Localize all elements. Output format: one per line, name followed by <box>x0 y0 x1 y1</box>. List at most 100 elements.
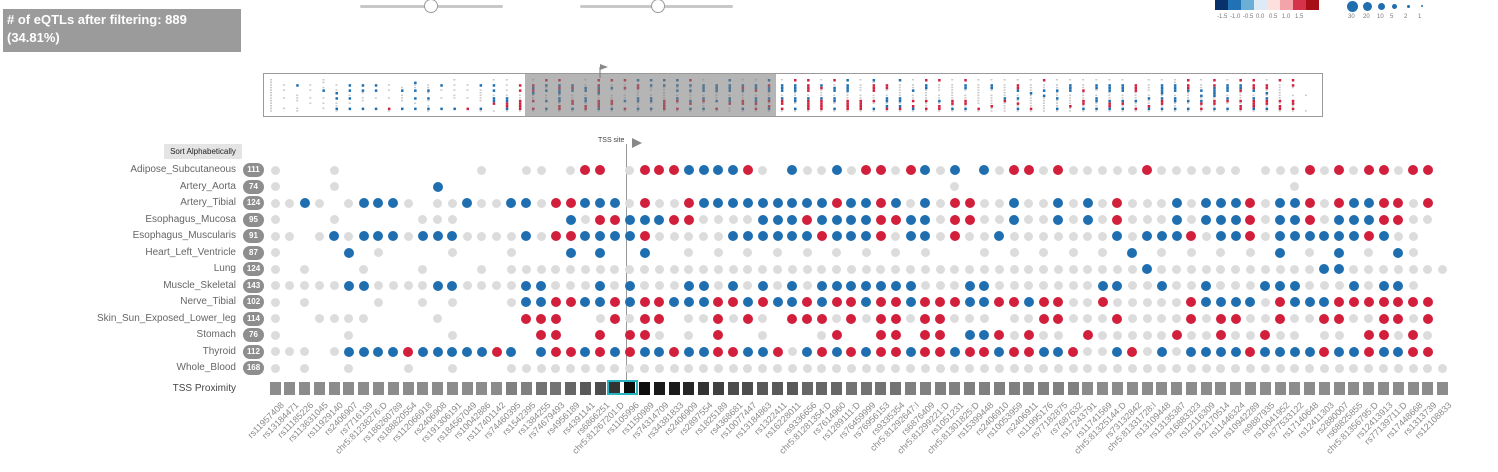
eqtl-dot[interactable] <box>1038 346 1049 357</box>
eqtl-dot[interactable] <box>1260 330 1271 340</box>
eqtl-dot[interactable] <box>1215 313 1226 324</box>
eqtl-dot[interactable] <box>1423 215 1433 224</box>
eqtl-dot[interactable] <box>1142 231 1153 241</box>
eqtl-dot[interactable] <box>1231 281 1241 290</box>
eqtl-dot[interactable] <box>935 215 945 224</box>
eqtl-dot[interactable] <box>506 346 517 357</box>
eqtl-dot[interactable] <box>758 330 768 340</box>
eqtl-dot[interactable] <box>787 231 798 241</box>
eqtl-dot[interactable] <box>787 363 797 373</box>
eqtl-dot[interactable] <box>1215 330 1226 340</box>
eqtl-dot[interactable] <box>994 264 1004 274</box>
tss-proximity-cell[interactable] <box>1141 382 1153 395</box>
eqtl-dot[interactable] <box>950 363 960 373</box>
eqtl-dot[interactable] <box>1378 214 1389 225</box>
eqtl-dot[interactable] <box>536 363 546 373</box>
eqtl-dot[interactable] <box>1157 198 1167 208</box>
eqtl-dot[interactable] <box>1023 346 1034 357</box>
eqtl-dot[interactable] <box>935 281 945 290</box>
eqtl-dot[interactable] <box>1216 165 1226 175</box>
eqtl-dot[interactable] <box>654 231 664 241</box>
tissue-label[interactable]: Nerve_Tibial <box>180 296 236 307</box>
eqtl-dot[interactable] <box>1334 214 1345 225</box>
eqtl-dot[interactable] <box>595 346 606 357</box>
eqtl-dot[interactable] <box>787 347 797 356</box>
eqtl-dot[interactable] <box>994 215 1004 224</box>
eqtl-dot[interactable] <box>890 297 901 307</box>
eqtl-dot[interactable] <box>1068 264 1078 274</box>
eqtl-dot[interactable] <box>802 281 812 290</box>
eqtl-dot[interactable] <box>654 313 665 324</box>
tss-proximity-cell[interactable] <box>860 382 872 395</box>
eqtl-dot[interactable] <box>1289 214 1300 225</box>
eqtl-dot[interactable] <box>1230 297 1241 307</box>
eqtl-dot[interactable] <box>875 280 886 291</box>
eqtl-dot[interactable] <box>477 231 487 241</box>
eqtl-dot[interactable] <box>1127 165 1137 175</box>
eqtl-dot[interactable] <box>757 297 768 307</box>
eqtl-dot[interactable] <box>1009 363 1019 373</box>
eqtl-dot[interactable] <box>1304 346 1315 357</box>
eqtl-dot[interactable] <box>329 182 339 191</box>
eqtl-dot[interactable] <box>329 165 339 175</box>
eqtl-dot[interactable] <box>639 247 650 258</box>
eqtl-dot[interactable] <box>1379 363 1388 373</box>
eqtl-dot[interactable] <box>891 363 901 373</box>
eqtl-dot[interactable] <box>950 264 960 274</box>
tss-proximity-cell[interactable] <box>772 382 784 395</box>
eqtl-dot[interactable] <box>1157 314 1167 323</box>
eqtl-dot[interactable] <box>358 198 369 208</box>
eqtl-dot[interactable] <box>683 198 694 208</box>
eqtl-dot[interactable] <box>1245 314 1255 323</box>
eqtl-dot[interactable] <box>875 330 886 340</box>
tss-proximity-cell[interactable] <box>1038 382 1050 395</box>
tss-proximity-cell[interactable] <box>1274 382 1286 395</box>
eqtl-dot[interactable] <box>1053 214 1064 225</box>
tissue-label[interactable]: Artery_Aorta <box>179 180 236 192</box>
eqtl-dot[interactable] <box>1334 330 1344 340</box>
eqtl-dot[interactable] <box>1083 281 1093 290</box>
tss-proximity-cell[interactable] <box>594 382 606 395</box>
eqtl-dot[interactable] <box>565 198 576 208</box>
eqtl-dot[interactable] <box>1053 363 1063 373</box>
eqtl-dot[interactable] <box>773 264 783 274</box>
eqtl-dot[interactable] <box>1393 330 1403 340</box>
eqtl-dot[interactable] <box>1039 198 1049 208</box>
eqtl-dot[interactable] <box>1275 231 1286 241</box>
eqtl-dot[interactable] <box>773 281 783 290</box>
eqtl-dot[interactable] <box>1378 346 1389 357</box>
eqtl-dot[interactable] <box>1068 363 1078 373</box>
eqtl-dot[interactable] <box>1068 346 1079 357</box>
eqtl-dot[interactable] <box>861 264 871 274</box>
tss-proximity-cell[interactable] <box>934 382 946 395</box>
eqtl-dot[interactable] <box>772 346 783 357</box>
eqtl-dot[interactable] <box>802 313 813 324</box>
eqtl-dot[interactable] <box>920 231 931 241</box>
eqtl-dot[interactable] <box>492 231 502 241</box>
eqtl-dot[interactable] <box>1053 297 1064 307</box>
eqtl-dot[interactable] <box>1112 165 1122 175</box>
eqtl-dot[interactable] <box>861 214 872 225</box>
eqtl-dot[interactable] <box>358 231 369 241</box>
eqtl-dot[interactable] <box>1378 231 1389 241</box>
eqtl-dot[interactable] <box>742 297 753 307</box>
eqtl-dot[interactable] <box>506 198 517 208</box>
eqtl-dot[interactable] <box>1245 281 1255 290</box>
eqtl-dot[interactable] <box>1230 346 1241 357</box>
eqtl-dot[interactable] <box>846 346 857 357</box>
eqtl-dot[interactable] <box>1097 280 1108 291</box>
eqtl-dot[interactable] <box>550 346 561 357</box>
eqtl-dot[interactable] <box>1156 231 1167 241</box>
eqtl-dot[interactable] <box>1098 165 1108 175</box>
eqtl-dot[interactable] <box>699 215 709 224</box>
eqtl-dot[interactable] <box>891 248 901 257</box>
eqtl-dot[interactable] <box>875 313 886 324</box>
eqtl-dot[interactable] <box>1260 231 1270 241</box>
eqtl-dot[interactable] <box>979 346 990 357</box>
eqtl-dot[interactable] <box>713 165 724 175</box>
tss-proximity-cell[interactable] <box>343 382 355 395</box>
eqtl-dot[interactable] <box>1230 214 1241 225</box>
tss-proximity-cell[interactable] <box>1348 382 1360 395</box>
eqtl-dot[interactable] <box>683 346 694 357</box>
tss-proximity-cell[interactable] <box>949 382 961 395</box>
